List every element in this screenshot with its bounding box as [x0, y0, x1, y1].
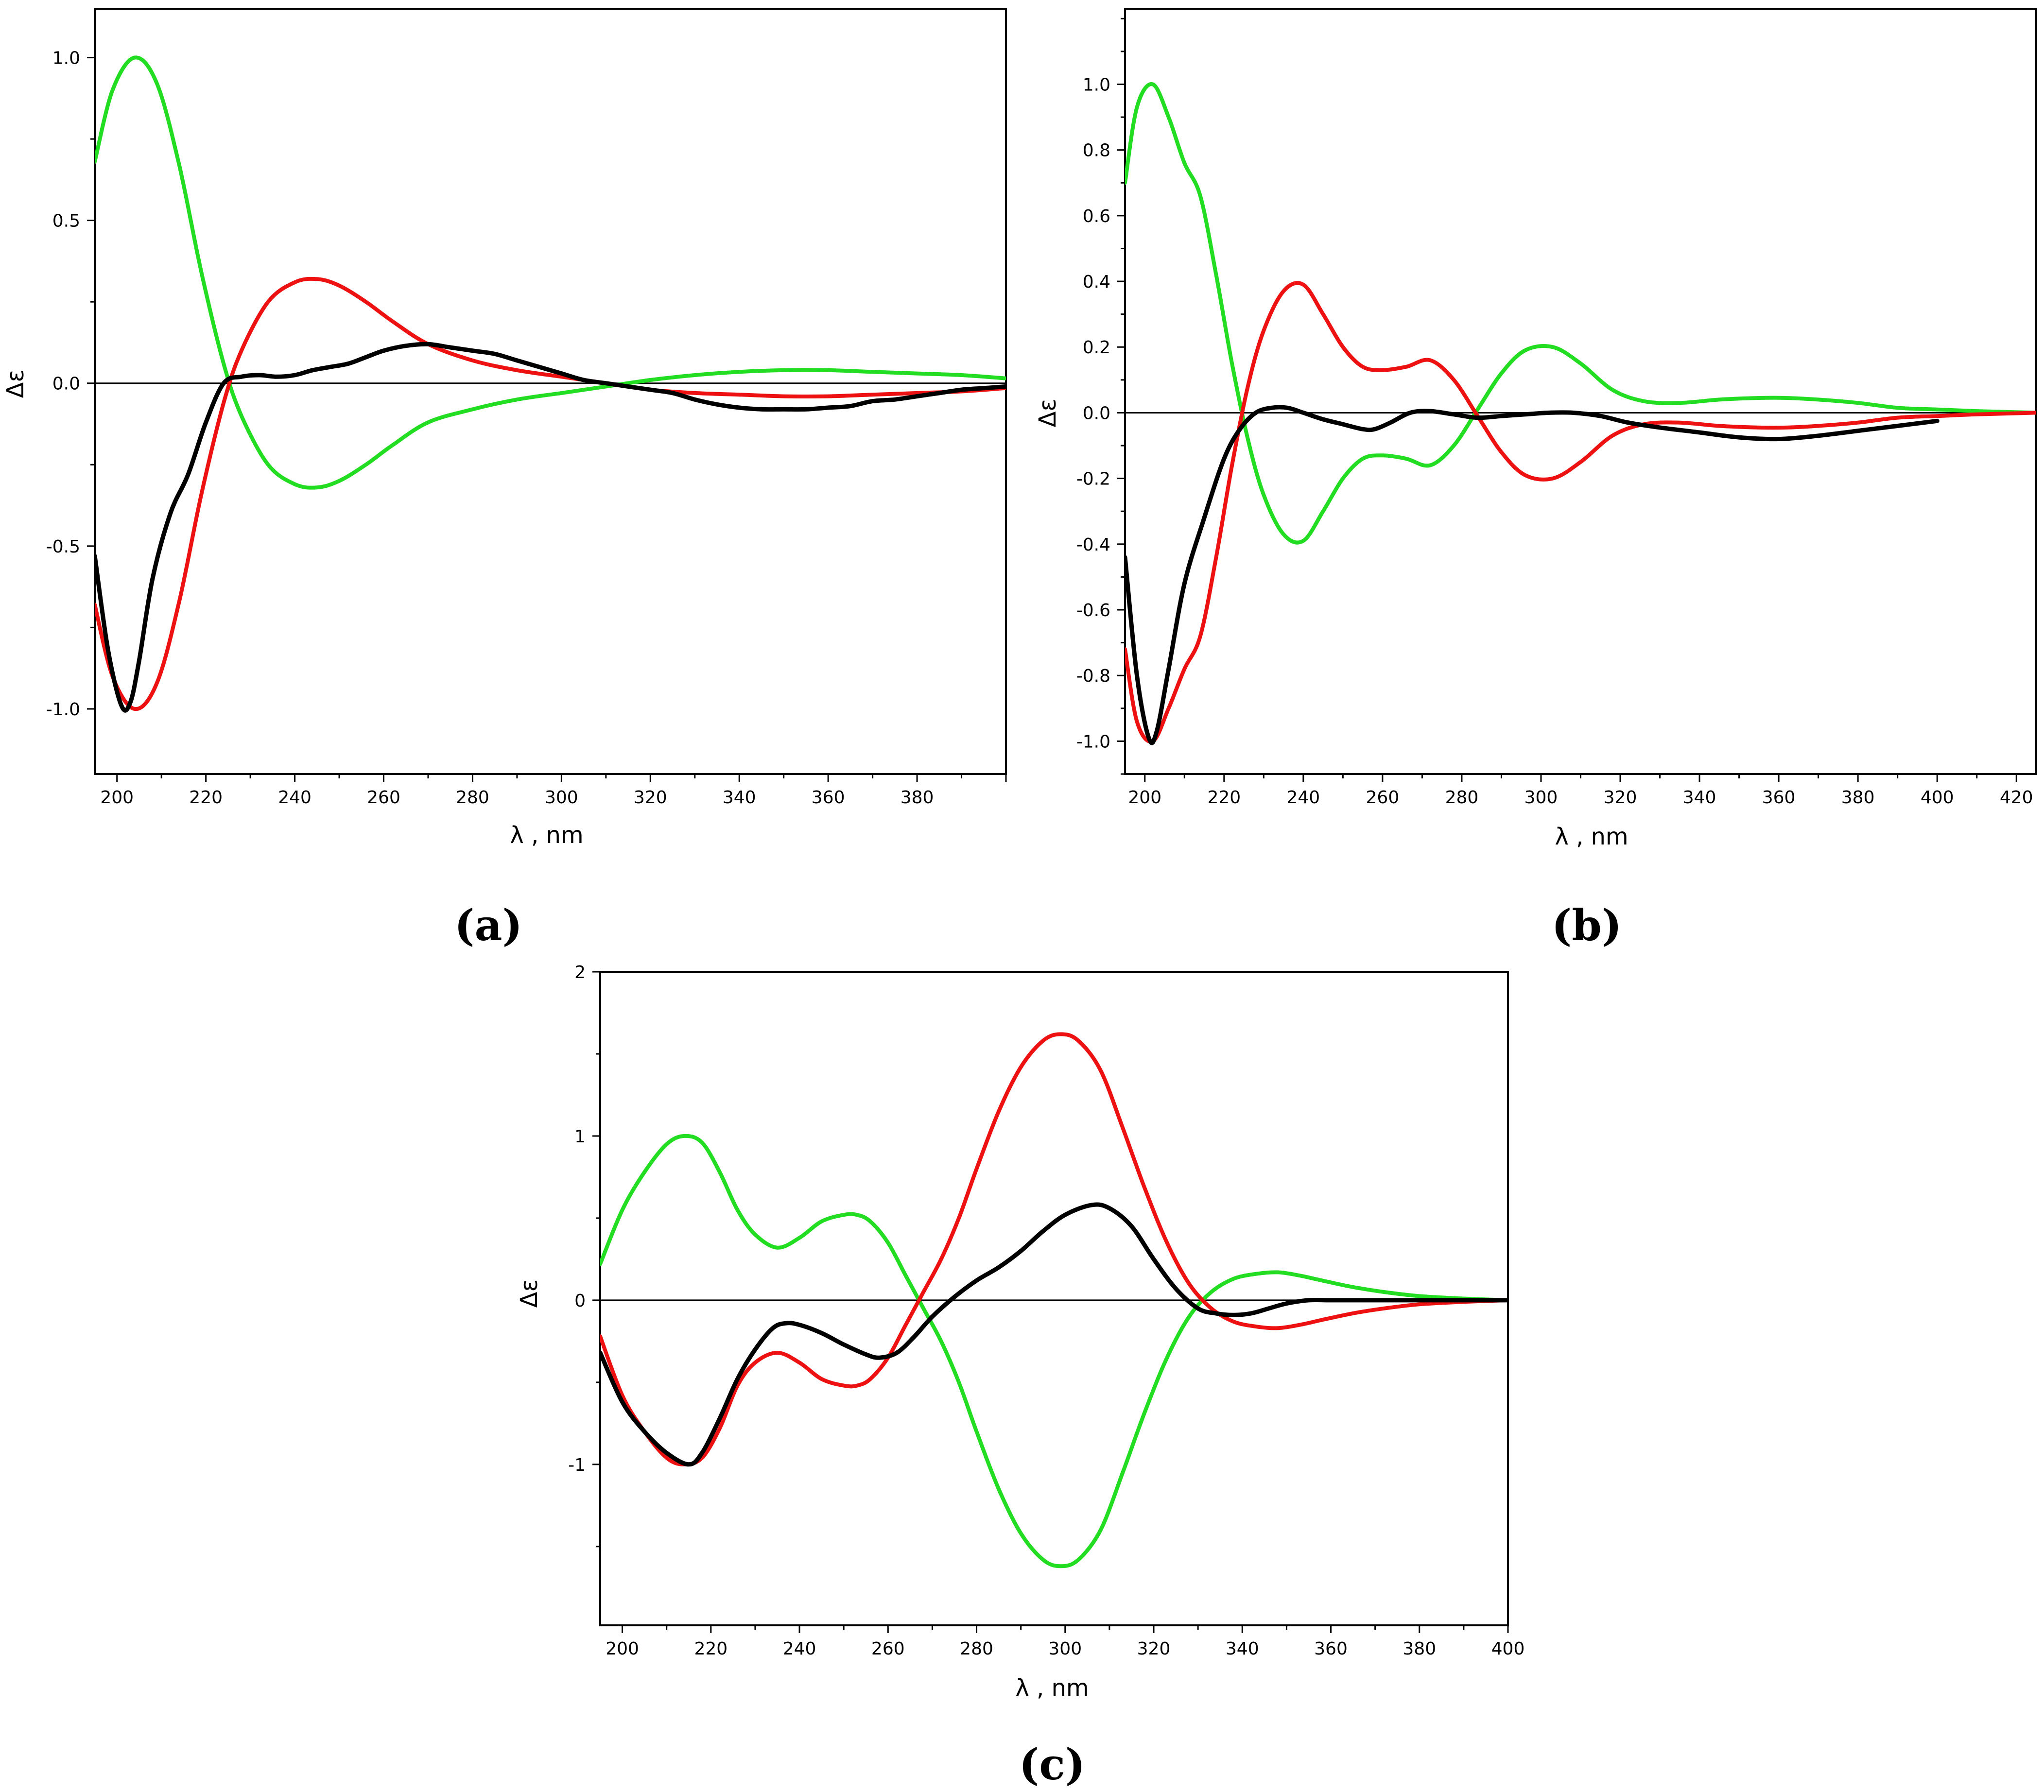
panel-c-y-tick-label: -1	[568, 1455, 586, 1475]
panel-c-y-axis-title: Δε	[516, 1279, 543, 1308]
panel-b-y-tick-label: 1.0	[1083, 75, 1110, 95]
panel-a-x-tick-label: 200	[100, 788, 134, 808]
panel-c: 210-1 200 220 240 260 280 300 320 340 360 380 400 …	[516, 963, 1524, 1790]
panel-a-y-tick-label: 0.5	[52, 211, 80, 231]
panel-b-x-tick-label: 320	[1604, 788, 1637, 808]
panel-a-black-curve	[95, 342, 1006, 713]
panel-c-x-axis-title: λ , nm	[1015, 1674, 1089, 1702]
panel-c-x-tick-label: 200	[606, 1639, 639, 1659]
panel-b-x-tick-label: 340	[1683, 788, 1716, 808]
panel-b-x-tick-label: 220	[1207, 788, 1241, 808]
panel-b-x-tick-label: 400	[1921, 788, 1954, 808]
panel-a-series-group	[95, 55, 1006, 713]
panel-b-y-tick-label: 0.6	[1083, 207, 1110, 226]
panel-b-y-tick-label: -0.2	[1076, 469, 1110, 489]
panel-c-x-tick-label: 400	[1491, 1639, 1525, 1659]
panel-b-y-tick-label: 0.4	[1083, 272, 1110, 292]
panel-a-y-tick-label: 0.0	[52, 374, 80, 394]
panel-c-x-tick-label: 320	[1137, 1639, 1171, 1659]
panel-c-series-group	[600, 1032, 1508, 1568]
panel-b-y-axis-title: Δε	[1034, 399, 1061, 428]
panel-b-x-tick-label: 280	[1445, 788, 1479, 808]
panel-b-y-tick-label: 0.2	[1083, 338, 1110, 358]
panel-c-y-ticks: 2 1 0 -1	[568, 963, 600, 1548]
panel-a-y-tick-label: -1.0	[46, 700, 80, 720]
panel-b-x-tick-label: 200	[1128, 788, 1161, 808]
panel-a-plot-frame	[94, 8, 1007, 775]
panel-b-label: (b)	[1552, 900, 1622, 950]
panel-b-y-tick-label: -0.6	[1076, 601, 1110, 620]
panel-c-x-tick-label: 380	[1403, 1639, 1436, 1659]
panel-b-red-curve	[1125, 281, 2036, 744]
panel-c-x-tick-label: 360	[1314, 1639, 1348, 1659]
panel-b-y-tick-label: 0.8	[1083, 141, 1110, 161]
panel-a: 1.0 0.5 0.0 -0.5 -1.0 200 220 240 260 280 300 320 3…	[2, 8, 1007, 950]
panel-a-x-tick-label: 360	[812, 788, 845, 808]
panel-b-x-ticks: 200 220 240 260 280 300 320 340 360 380 400 420	[1128, 774, 2033, 808]
panel-a-x-tick-label: 380	[901, 788, 934, 808]
panel-c-y-tick-label: 1	[574, 1127, 586, 1147]
panel-c-black-curve	[600, 1202, 1508, 1467]
panel-b-black-curve	[1125, 405, 1940, 745]
panel-b-y-tick-label: -1.0	[1076, 732, 1110, 752]
panel-a-red-curve	[95, 276, 1006, 711]
panel-a-x-tick-label: 260	[367, 788, 400, 808]
panel-a-y-axis-title: Δε	[2, 370, 29, 398]
panel-c-x-tick-label: 220	[694, 1639, 728, 1659]
panel-a-y-tick-label: 1.0	[52, 49, 80, 69]
panel-c-y-tick-label: 2	[574, 963, 586, 982]
panel-a-x-tick-label: 240	[278, 788, 312, 808]
panel-a-y-tick-label: -0.5	[46, 537, 80, 557]
panel-c-x-ticks: 200 220 240 260 280 300 320 340 360 380 400	[606, 1625, 1524, 1659]
panel-a-x-axis-title: λ , nm	[510, 822, 583, 849]
panel-c-x-tick-label: 260	[871, 1639, 905, 1659]
panel-b-green-curve	[1125, 82, 2036, 545]
panel-a-x-tick-label: 300	[545, 788, 578, 808]
panel-a-x-tick-label: 220	[189, 788, 223, 808]
panel-b-x-tick-label: 300	[1524, 788, 1558, 808]
panel-b-plot-frame	[1124, 8, 2037, 775]
panel-b-series-group	[1125, 82, 2036, 745]
panel-a-x-tick-label: 340	[723, 788, 756, 808]
panel-a-x-ticks: 200 220 240 260 280 300 320 340 360 380	[100, 774, 1007, 808]
panel-b-y-tick-label: -0.4	[1076, 535, 1110, 555]
panel-c-x-tick-label: 300	[1048, 1639, 1082, 1659]
panel-b-y-tick-label: -0.8	[1076, 666, 1110, 686]
panel-a-x-tick-label: 280	[456, 788, 489, 808]
panel-b-x-tick-label: 420	[2000, 788, 2033, 808]
panel-a-x-tick-label: 320	[634, 788, 667, 808]
panel-c-y-tick-label: 0	[574, 1291, 586, 1311]
panel-b-y-tick-label: 0.0	[1083, 403, 1110, 423]
panel-c-green-curve	[600, 1134, 1508, 1568]
panel-a-green-curve	[95, 55, 1006, 490]
panel-b-x-tick-label: 260	[1366, 788, 1400, 808]
panel-a-label: (a)	[454, 900, 522, 950]
panel-b-x-axis-title: λ , nm	[1555, 823, 1628, 850]
panel-c-x-tick-label: 240	[783, 1639, 816, 1659]
panel-c-x-tick-label: 280	[960, 1639, 993, 1659]
panel-b-x-tick-label: 240	[1286, 788, 1320, 808]
panel-b-y-ticks: 1.0 0.8 0.6 0.4 0.2 0.0 -0.2 -0.4 -0.6 -0.8 -1.0	[1076, 17, 1125, 775]
panel-b: 1.0 0.8 0.6 0.4 0.2 0.0 -0.2 -0.4 -0.6 -0.8 -1.0 2…	[1034, 8, 2037, 950]
panel-c-red-curve	[600, 1032, 1508, 1466]
panel-b-x-tick-label: 380	[1841, 788, 1875, 808]
panel-b-x-tick-label: 360	[1762, 788, 1796, 808]
panel-a-y-ticks: 1.0 0.5 0.0 -0.5 -1.0	[46, 49, 95, 720]
panel-c-x-tick-label: 340	[1226, 1639, 1259, 1659]
panel-c-label: (c)	[1019, 1739, 1086, 1790]
